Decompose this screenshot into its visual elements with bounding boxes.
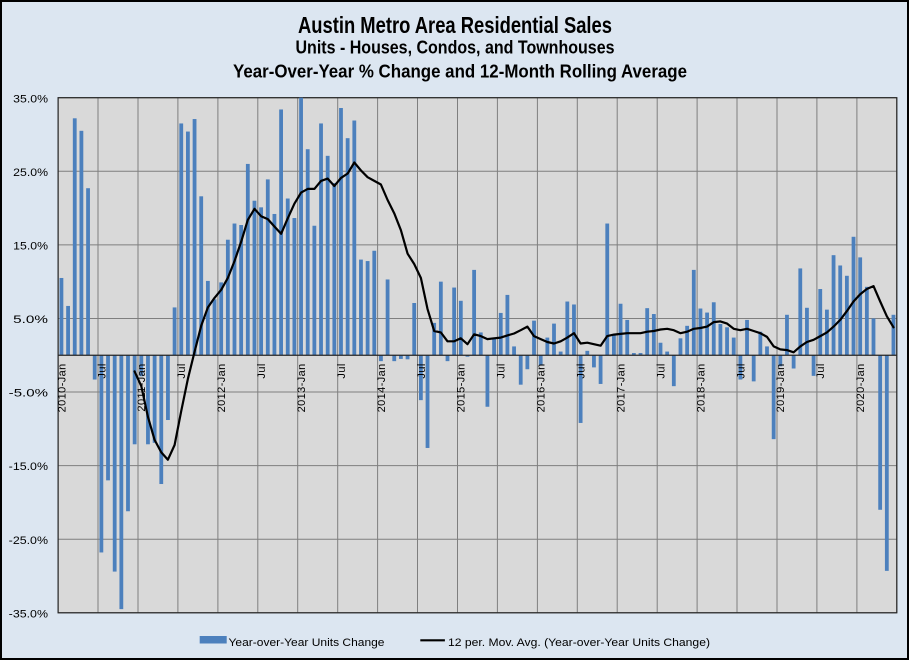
svg-text:2013-Jan: 2013-Jan [296, 363, 308, 412]
svg-text:Austin Metro Area Residential: Austin Metro Area Residential Sales [298, 12, 612, 38]
svg-text:Units - Houses, Condos, and To: Units - Houses, Condos, and Townhouses [296, 37, 615, 57]
svg-text:35.0%: 35.0% [13, 93, 48, 105]
svg-text:2020-Jan: 2020-Jan [855, 363, 867, 412]
svg-text:-35.0%: -35.0% [9, 608, 49, 620]
svg-text:Jul: Jul [336, 363, 348, 378]
svg-text:2014-Jan: 2014-Jan [376, 363, 388, 412]
svg-text:2015-Jan: 2015-Jan [456, 363, 468, 412]
svg-text:Jul: Jul [96, 363, 108, 378]
svg-text:-15.0%: -15.0% [9, 461, 49, 473]
svg-text:2017-Jan: 2017-Jan [616, 363, 628, 412]
svg-text:Jul: Jul [496, 363, 508, 378]
svg-text:2011-Jan: 2011-Jan [136, 363, 148, 411]
svg-text:2016-Jan: 2016-Jan [536, 363, 548, 412]
svg-text:2012-Jan: 2012-Jan [216, 363, 228, 412]
svg-text:Jul: Jul [416, 363, 428, 378]
svg-text:2010-Jan: 2010-Jan [56, 363, 68, 412]
svg-text:12 per. Mov. Avg. (Year-over-Y: 12 per. Mov. Avg. (Year-over-Year Units … [448, 637, 710, 649]
svg-text:-5.0%: -5.0% [9, 388, 49, 400]
svg-text:Jul: Jul [176, 363, 188, 378]
svg-text:2019-Jan: 2019-Jan [775, 363, 787, 412]
svg-text:5.0%: 5.0% [13, 314, 48, 326]
svg-text:25.0%: 25.0% [13, 167, 48, 179]
svg-text:15.0%: 15.0% [13, 241, 48, 253]
svg-text:Jul: Jul [815, 363, 827, 378]
svg-text:2018-Jan: 2018-Jan [695, 363, 707, 412]
svg-text:-25.0%: -25.0% [9, 535, 49, 547]
svg-text:Year-Over-Year % Change and 12: Year-Over-Year % Change and 12-Month Rol… [233, 61, 687, 81]
svg-text:Year-over-Year Units Change: Year-over-Year Units Change [229, 637, 385, 649]
svg-text:Jul: Jul [735, 363, 747, 378]
svg-text:Jul: Jul [256, 363, 268, 378]
svg-text:Jul: Jul [576, 363, 588, 378]
svg-text:Jul: Jul [655, 363, 667, 378]
